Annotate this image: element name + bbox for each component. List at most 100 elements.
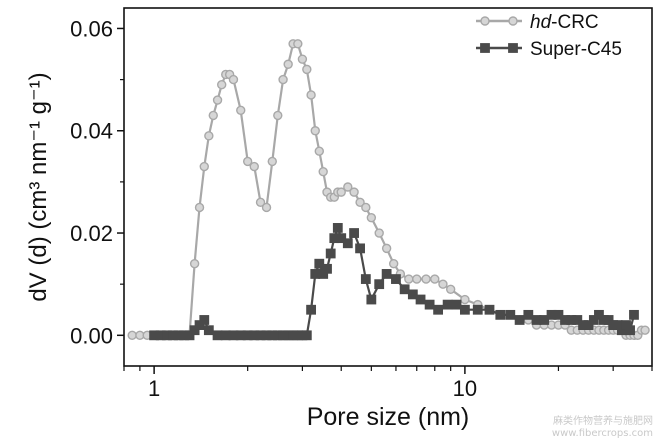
data-point <box>212 95 223 105</box>
data-point <box>460 294 470 305</box>
data-point <box>302 64 312 75</box>
data-point <box>514 315 525 325</box>
data-point <box>199 161 209 172</box>
y-tick-label: 0.02 <box>70 221 113 246</box>
x-axis-ticks: 1 10 <box>123 366 653 401</box>
data-point <box>445 284 456 294</box>
data-point <box>459 304 470 315</box>
data-point <box>583 320 594 330</box>
data-point <box>236 105 246 115</box>
data-point <box>318 166 328 177</box>
data-point <box>480 43 490 53</box>
data-point <box>306 90 316 100</box>
data-point <box>293 39 303 49</box>
data-point <box>640 325 650 335</box>
legend-item: hd-CRC <box>476 12 599 33</box>
data-point <box>430 274 440 284</box>
data-point <box>208 110 218 121</box>
watermark: 麻类作物营养与施肥网 www.fibercrops.com <box>552 416 653 440</box>
x-tick-label: 1 <box>148 376 160 401</box>
data-point <box>421 274 431 284</box>
data-point <box>391 274 401 284</box>
data-point <box>424 299 435 310</box>
data-point <box>278 74 288 85</box>
x-axis-label: Pore size (nm) <box>307 403 470 431</box>
series-super-c45 <box>149 223 639 341</box>
data-point <box>588 315 599 325</box>
data-point <box>355 243 365 254</box>
data-point <box>314 146 324 156</box>
data-point <box>184 330 195 341</box>
y-tick-label: 0.06 <box>70 16 113 41</box>
data-point <box>336 187 346 197</box>
data-point <box>433 304 444 315</box>
data-point <box>388 259 399 269</box>
y-axis-ticks: 0.00 0.02 0.04 0.06 <box>70 16 124 348</box>
data-point <box>203 325 214 336</box>
legend-label: Super-C45 <box>530 39 622 60</box>
data-point <box>361 202 371 213</box>
data-point <box>325 248 336 259</box>
legend-item: Super-C45 <box>476 39 622 60</box>
data-point <box>412 274 422 284</box>
series-line <box>132 42 646 337</box>
data-point <box>283 59 293 69</box>
series-hd-crc <box>127 39 650 341</box>
data-point <box>343 182 353 192</box>
legend: hd-CRC Super-C45 <box>476 12 622 60</box>
data-point <box>381 243 392 254</box>
data-point <box>480 16 490 26</box>
data-point <box>381 269 392 279</box>
data-point <box>629 309 639 320</box>
data-point <box>508 16 518 26</box>
data-point <box>415 294 426 305</box>
data-point <box>261 202 272 213</box>
data-point <box>523 309 534 320</box>
data-point <box>217 80 227 90</box>
data-point <box>349 187 359 197</box>
data-point <box>310 126 320 136</box>
data-point <box>297 54 308 64</box>
data-point <box>242 156 253 167</box>
data-point <box>508 43 518 53</box>
data-point <box>332 223 343 233</box>
data-point <box>194 202 205 213</box>
data-point <box>306 304 317 315</box>
data-point <box>404 274 414 284</box>
data-point <box>199 315 210 325</box>
data-point <box>314 258 325 269</box>
plot-frame <box>123 7 653 367</box>
data-point <box>366 294 377 305</box>
data-point <box>355 197 365 208</box>
data-point <box>228 74 239 85</box>
data-point <box>553 309 564 320</box>
data-point <box>539 315 550 325</box>
data-point <box>212 330 223 341</box>
data-point <box>366 212 377 223</box>
data-point <box>495 309 506 320</box>
data-point <box>349 228 359 238</box>
data-point <box>594 309 604 320</box>
data-point <box>399 284 410 295</box>
data-point <box>407 289 418 300</box>
data-point <box>572 315 583 325</box>
legend-label: hd-CRC <box>530 12 599 33</box>
data-point <box>438 279 448 289</box>
data-point <box>374 228 384 238</box>
data-point <box>267 156 277 167</box>
y-axis-label: dV (d) (cm³ nm⁻¹ g⁻¹) <box>25 72 52 301</box>
data-point <box>360 274 371 284</box>
data-point <box>189 325 200 336</box>
data-point <box>442 299 453 310</box>
data-point <box>273 110 283 121</box>
data-point <box>127 330 137 341</box>
data-point <box>342 238 353 249</box>
data-point <box>204 131 214 141</box>
watermark-line-1: 麻类作物营养与施肥网 <box>553 416 653 427</box>
data-point <box>249 161 259 172</box>
data-point <box>472 304 483 315</box>
data-point <box>255 197 266 208</box>
data-point <box>336 233 347 244</box>
data-point <box>484 304 495 315</box>
